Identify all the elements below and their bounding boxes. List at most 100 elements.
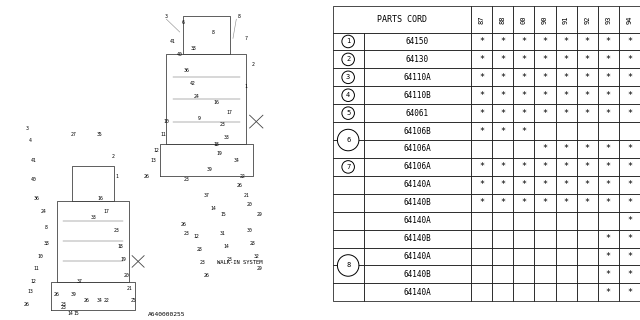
Text: 23: 23 bbox=[227, 257, 232, 262]
Text: 12: 12 bbox=[31, 279, 36, 284]
Text: 19: 19 bbox=[217, 151, 223, 156]
Bar bbox=[333, 122, 364, 140]
Bar bbox=[333, 68, 364, 86]
Text: 29: 29 bbox=[257, 212, 262, 217]
Bar bbox=[364, 176, 471, 194]
Text: *: * bbox=[500, 37, 505, 46]
Text: 38: 38 bbox=[44, 241, 49, 246]
Bar bbox=[619, 248, 640, 266]
Bar bbox=[513, 176, 534, 194]
Text: *: * bbox=[564, 180, 568, 189]
Circle shape bbox=[342, 107, 355, 119]
Text: *: * bbox=[479, 91, 484, 100]
Text: 6: 6 bbox=[346, 137, 350, 143]
Text: 94: 94 bbox=[627, 15, 632, 24]
Text: 7: 7 bbox=[245, 36, 248, 41]
Text: 24: 24 bbox=[40, 209, 46, 214]
Circle shape bbox=[342, 71, 355, 84]
Text: 17: 17 bbox=[227, 109, 232, 115]
Text: *: * bbox=[606, 234, 611, 243]
Text: *: * bbox=[543, 109, 547, 118]
Text: 8: 8 bbox=[238, 13, 241, 19]
Text: *: * bbox=[479, 127, 484, 136]
Bar bbox=[364, 158, 471, 176]
Bar bbox=[598, 86, 619, 104]
Bar bbox=[513, 6, 534, 33]
Text: *: * bbox=[543, 55, 547, 64]
Text: 39: 39 bbox=[207, 167, 212, 172]
Text: 64106A: 64106A bbox=[403, 163, 431, 172]
Text: *: * bbox=[564, 163, 568, 172]
Text: 42: 42 bbox=[190, 81, 196, 86]
Bar bbox=[577, 248, 598, 266]
Bar bbox=[577, 6, 598, 33]
Text: *: * bbox=[606, 145, 611, 154]
Bar bbox=[492, 86, 513, 104]
Text: 4: 4 bbox=[346, 92, 350, 98]
Bar bbox=[471, 194, 492, 212]
Text: 33: 33 bbox=[223, 135, 229, 140]
Text: 18: 18 bbox=[117, 244, 123, 249]
Text: *: * bbox=[606, 91, 611, 100]
Text: *: * bbox=[627, 109, 632, 118]
Bar bbox=[471, 122, 492, 140]
Bar bbox=[619, 33, 640, 51]
Bar bbox=[534, 140, 556, 158]
Text: 40: 40 bbox=[177, 52, 182, 57]
Bar bbox=[471, 140, 492, 158]
Text: *: * bbox=[606, 73, 611, 82]
Bar bbox=[513, 140, 534, 158]
Text: *: * bbox=[564, 37, 568, 46]
Text: *: * bbox=[606, 288, 611, 297]
Text: *: * bbox=[585, 109, 589, 118]
Text: *: * bbox=[564, 55, 568, 64]
Bar bbox=[577, 51, 598, 68]
Bar bbox=[556, 248, 577, 266]
Bar bbox=[598, 194, 619, 212]
Text: *: * bbox=[522, 73, 526, 82]
Text: 23: 23 bbox=[220, 122, 226, 127]
Text: 12: 12 bbox=[193, 234, 199, 239]
Text: 23: 23 bbox=[200, 260, 206, 265]
Bar bbox=[598, 176, 619, 194]
Bar bbox=[577, 194, 598, 212]
Text: 64140B: 64140B bbox=[403, 198, 431, 207]
Text: 64140A: 64140A bbox=[403, 180, 431, 189]
Text: *: * bbox=[627, 180, 632, 189]
Bar bbox=[333, 6, 471, 33]
Text: *: * bbox=[627, 37, 632, 46]
Bar bbox=[556, 33, 577, 51]
Text: *: * bbox=[543, 198, 547, 207]
Text: *: * bbox=[543, 73, 547, 82]
Bar bbox=[598, 68, 619, 86]
Text: 1: 1 bbox=[245, 84, 248, 89]
Text: 23: 23 bbox=[184, 177, 189, 182]
Text: 22: 22 bbox=[104, 298, 109, 303]
Bar bbox=[492, 6, 513, 33]
Bar bbox=[333, 284, 364, 301]
Bar bbox=[333, 176, 364, 194]
Bar bbox=[577, 86, 598, 104]
Text: 26: 26 bbox=[237, 183, 243, 188]
Bar bbox=[471, 248, 492, 266]
Text: *: * bbox=[479, 163, 484, 172]
Text: 64150: 64150 bbox=[406, 37, 429, 46]
Bar bbox=[598, 284, 619, 301]
Text: *: * bbox=[606, 198, 611, 207]
Circle shape bbox=[337, 129, 359, 151]
Text: 2: 2 bbox=[346, 56, 350, 62]
Text: 6: 6 bbox=[182, 20, 184, 25]
Text: 24: 24 bbox=[193, 93, 199, 99]
Text: *: * bbox=[522, 91, 526, 100]
Text: 1: 1 bbox=[346, 38, 350, 44]
Bar bbox=[556, 284, 577, 301]
Text: 20: 20 bbox=[124, 273, 129, 278]
Bar bbox=[577, 68, 598, 86]
Bar bbox=[619, 212, 640, 230]
Text: 64061: 64061 bbox=[406, 109, 429, 118]
Text: 19: 19 bbox=[120, 257, 126, 262]
Text: 37: 37 bbox=[77, 279, 83, 284]
Text: 28: 28 bbox=[197, 247, 202, 252]
Bar bbox=[492, 176, 513, 194]
Text: *: * bbox=[522, 127, 526, 136]
